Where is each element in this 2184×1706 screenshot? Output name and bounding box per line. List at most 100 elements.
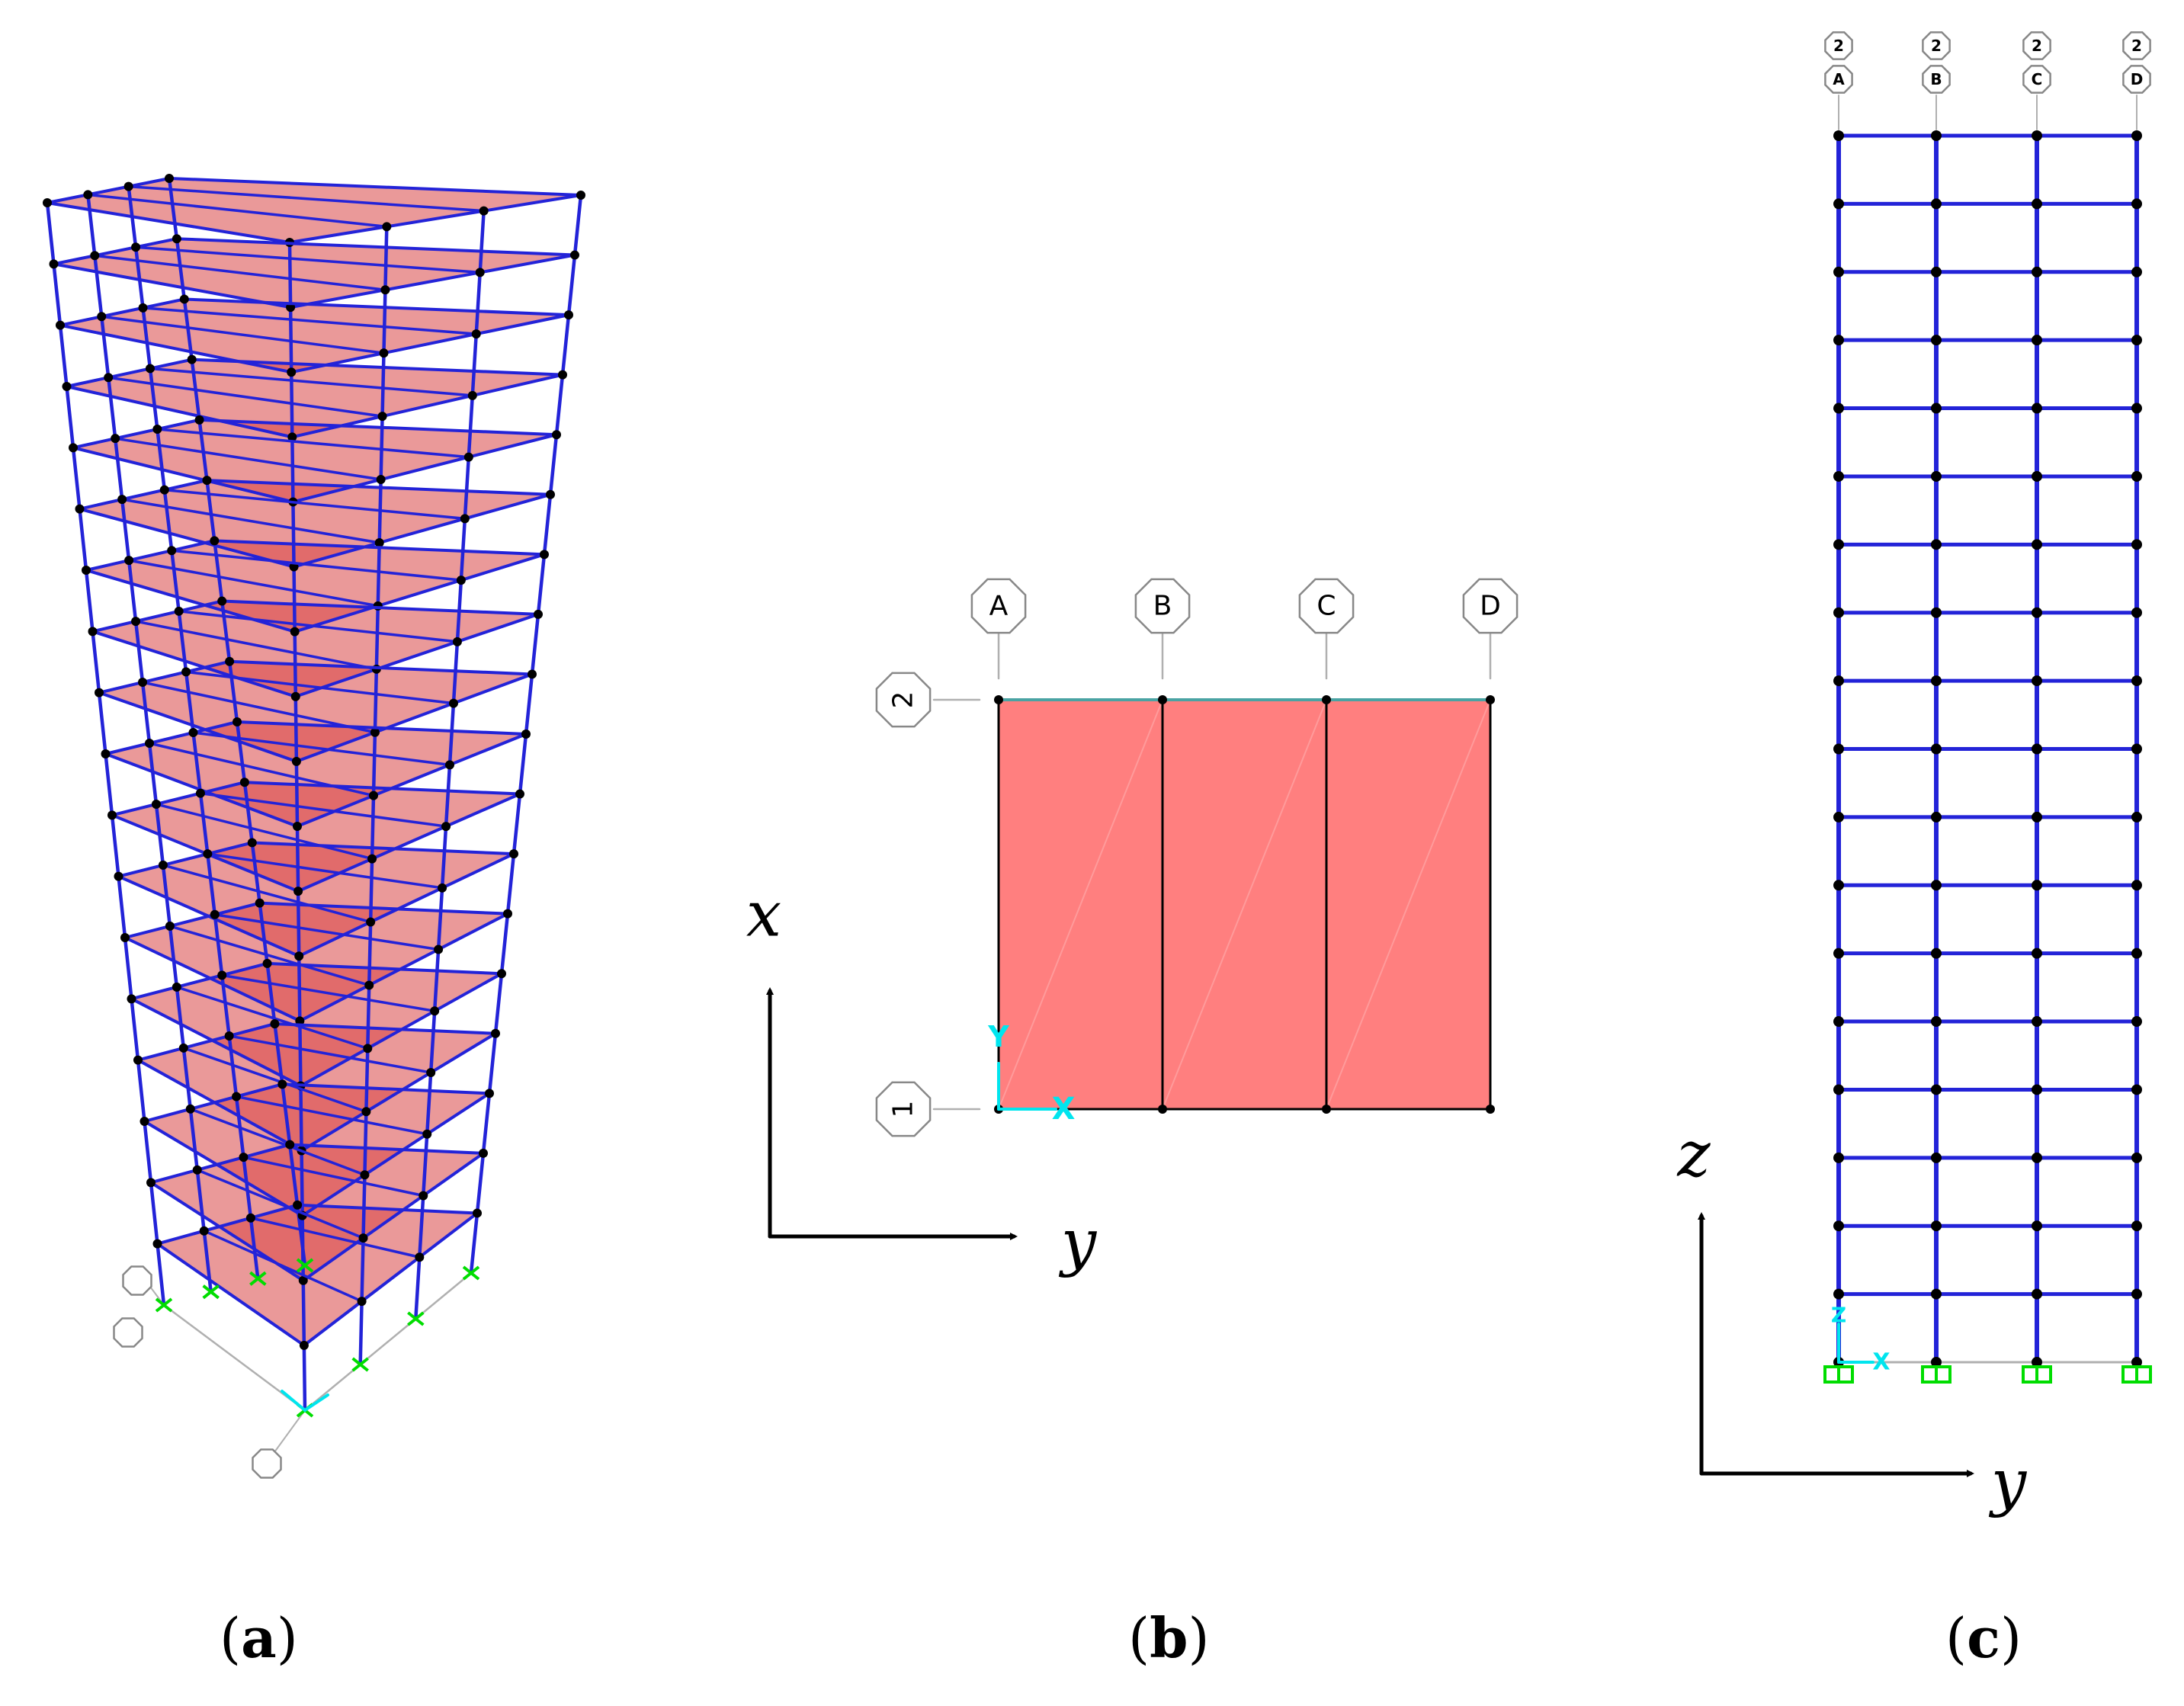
joint-node xyxy=(123,181,133,191)
floor-slab xyxy=(73,419,556,502)
joint-node xyxy=(1322,695,1331,704)
beam-member xyxy=(291,433,558,504)
joint-node xyxy=(1931,539,1942,550)
joint-node xyxy=(1931,470,1942,482)
joint-node xyxy=(202,476,212,486)
joint-node xyxy=(140,1117,149,1126)
joint-node xyxy=(152,425,162,435)
beam-member xyxy=(65,358,194,388)
joint-node xyxy=(363,1044,373,1053)
joint-node xyxy=(210,909,220,919)
floor-slab xyxy=(86,540,544,632)
joint-node xyxy=(2131,335,2142,346)
floor-slab xyxy=(157,1204,477,1345)
joint-node xyxy=(546,489,555,499)
joint-node xyxy=(239,778,249,787)
grid-label-row-2: 2 xyxy=(888,691,919,709)
joint-node xyxy=(2032,402,2042,414)
joint-node xyxy=(1833,743,1844,755)
joint-node xyxy=(360,1170,370,1180)
joint-node xyxy=(2032,675,2042,687)
fixed-support-icon xyxy=(249,1271,267,1286)
joint-node xyxy=(422,1129,432,1139)
joint-node xyxy=(1931,1084,1942,1095)
joint-node xyxy=(239,1153,249,1162)
joint-node xyxy=(2131,675,2142,687)
beam-member xyxy=(292,492,552,569)
grid-bubble-icon xyxy=(1462,578,1519,634)
grid-bubble-icon xyxy=(2022,65,2051,94)
beam-member xyxy=(46,201,291,244)
slab-mesh-line xyxy=(1326,699,1491,1110)
joint-node xyxy=(1931,675,1942,687)
joint-node xyxy=(172,234,181,244)
joint-node xyxy=(2032,948,2042,959)
floor-slab xyxy=(53,239,575,308)
beam-member xyxy=(136,1022,277,1062)
joint-node xyxy=(82,566,91,575)
joint-node xyxy=(1931,402,1942,414)
joint-node xyxy=(361,1107,371,1117)
joint-node xyxy=(379,348,389,358)
joint-node xyxy=(2131,402,2142,414)
beam-member xyxy=(293,612,540,698)
grid-label-a: A xyxy=(989,591,1009,622)
joint-node xyxy=(195,788,205,798)
joint-node xyxy=(471,329,481,339)
beam-member xyxy=(197,418,558,437)
joint-node xyxy=(232,1092,242,1102)
beam-member xyxy=(242,1156,425,1198)
beam-member xyxy=(202,1229,364,1303)
beam-member xyxy=(162,864,372,924)
joint-node xyxy=(1158,695,1167,704)
joint-node xyxy=(291,756,301,766)
beam-member xyxy=(107,376,384,418)
joint-node xyxy=(138,303,148,313)
joint-node xyxy=(127,994,136,1004)
joint-node xyxy=(377,412,387,422)
beam-member xyxy=(130,961,269,1001)
joint-node xyxy=(2032,266,2042,277)
joint-node xyxy=(185,1104,195,1114)
grid-bubble-icon xyxy=(970,578,1027,634)
joint-node xyxy=(485,1089,494,1098)
base-grid-line xyxy=(162,1304,306,1412)
beam-member xyxy=(143,1120,304,1217)
grid-label-b: B xyxy=(1930,70,1942,88)
beam-member xyxy=(297,852,515,958)
beam-member xyxy=(175,237,576,257)
floor-slab xyxy=(92,601,538,697)
joint-node xyxy=(364,980,374,990)
joint-node xyxy=(88,627,98,637)
beam-member xyxy=(143,1082,284,1123)
joint-node xyxy=(1931,130,1942,141)
local-axis-line xyxy=(303,1393,329,1412)
joint-node xyxy=(1931,1152,1942,1163)
local-axis-x-label: X xyxy=(1872,1349,1890,1376)
joint-node xyxy=(199,1226,209,1236)
floor-slab xyxy=(138,1024,495,1151)
joint-node xyxy=(1833,335,1844,346)
beam-member xyxy=(220,599,540,616)
joint-node xyxy=(2131,198,2142,210)
joint-node xyxy=(131,242,141,252)
beam-member xyxy=(298,912,509,1023)
panel-a-3d-frame-view xyxy=(43,174,585,1479)
joint-node xyxy=(1833,880,1844,891)
joint-node xyxy=(552,430,561,440)
beam-member xyxy=(289,253,576,309)
joint-node xyxy=(285,1140,295,1150)
joint-node xyxy=(2032,470,2042,482)
beam-member xyxy=(59,297,186,327)
beam-member xyxy=(141,306,478,335)
beam-member xyxy=(163,488,467,521)
beam-member xyxy=(168,925,370,987)
beam-member xyxy=(65,385,294,439)
beam-member xyxy=(130,997,303,1088)
joint-node xyxy=(430,1006,440,1016)
joint-node xyxy=(69,443,78,453)
joint-node xyxy=(1833,1220,1844,1232)
joint-node xyxy=(290,627,300,637)
beam-member xyxy=(228,659,534,676)
